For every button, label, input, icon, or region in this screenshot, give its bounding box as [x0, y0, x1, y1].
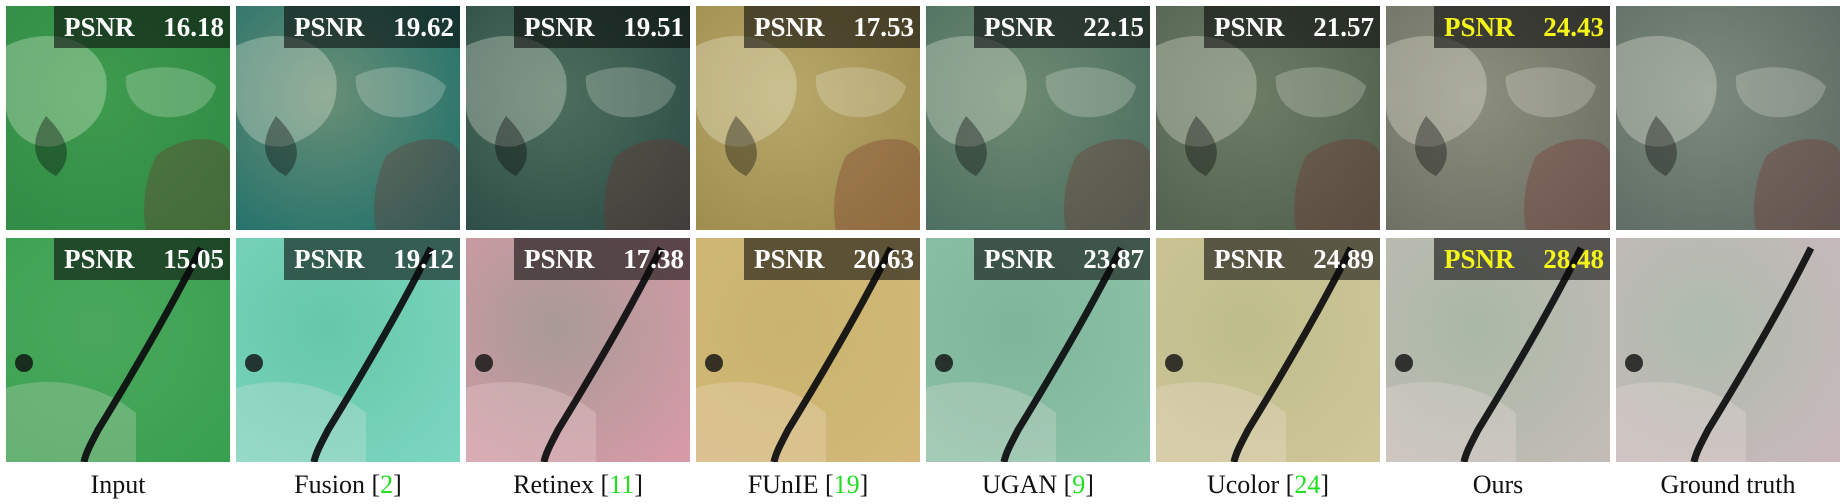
- psnr-badge: PSNR 23.87: [974, 238, 1150, 280]
- psnr-label: PSNR: [294, 243, 365, 274]
- psnr-badge: PSNR 16.18: [54, 6, 230, 48]
- method-caption: Fusion [2]: [294, 470, 402, 499]
- method-caption: Ground truth: [1616, 470, 1840, 500]
- psnr-badge: PSNR 28.48: [1434, 238, 1610, 280]
- underwater-photo: [1616, 6, 1840, 230]
- psnr-badge: PSNR 22.15: [974, 6, 1150, 48]
- psnr-label: PSNR: [984, 243, 1055, 274]
- method-caption: Retinex [11]: [513, 470, 643, 499]
- method-name: Ground truth: [1660, 470, 1796, 499]
- method-caption: Ucolor [24]: [1206, 470, 1330, 499]
- underwater-photo: [466, 6, 690, 230]
- image-tile: PSNR 22.15: [926, 6, 1150, 230]
- psnr-value: 19.12: [393, 243, 454, 274]
- psnr-label: PSNR: [1214, 11, 1285, 42]
- psnr-value: 19.62: [393, 11, 454, 42]
- image-tile: PSNR 19.51: [466, 6, 690, 230]
- image-tile: PSNR 24.89: [1156, 238, 1380, 462]
- psnr-label: PSNR: [524, 243, 595, 274]
- citation-link[interactable]: 19: [833, 470, 860, 499]
- psnr-value: 23.87: [1083, 243, 1144, 274]
- psnr-badge: PSNR 19.62: [284, 6, 460, 48]
- image-tile: PSNR 19.12: [236, 238, 460, 462]
- image-tile: PSNR 17.38: [466, 238, 690, 462]
- psnr-badge: PSNR 24.89: [1204, 238, 1380, 280]
- image-tile: PSNR 21.57: [1156, 6, 1380, 230]
- method-name: Retinex: [513, 470, 594, 499]
- psnr-badge: PSNR 15.05: [54, 238, 230, 280]
- psnr-value: 21.57: [1313, 11, 1374, 42]
- citation-link[interactable]: 11: [609, 470, 635, 499]
- psnr-badge: PSNR 21.57: [1204, 6, 1380, 48]
- image-tile: PSNR 16.18: [6, 6, 230, 230]
- psnr-value: 17.53: [853, 11, 914, 42]
- method-caption: Ours: [1386, 470, 1610, 500]
- psnr-label: PSNR: [754, 243, 825, 274]
- image-tile: PSNR 28.48: [1386, 238, 1610, 462]
- psnr-value: 24.89: [1313, 243, 1374, 274]
- method-name: FUnIE: [747, 470, 819, 499]
- psnr-value: 20.63: [853, 243, 914, 274]
- citation-link[interactable]: 2: [380, 470, 394, 499]
- image-tile: PSNR 20.63: [696, 238, 920, 462]
- citation-link[interactable]: 9: [1072, 470, 1086, 499]
- psnr-label: PSNR: [754, 11, 825, 42]
- underwater-photo: [6, 238, 230, 462]
- psnr-label: PSNR: [524, 11, 595, 42]
- comparison-grid: PSNR 16.18 PSNR 19.62 PSNR 19.51 PSNR 17.53 PSNR…: [6, 6, 1840, 462]
- image-tile: PSNR 24.43: [1386, 6, 1610, 230]
- psnr-label: PSNR: [64, 243, 135, 274]
- psnr-badge: PSNR 20.63: [744, 238, 920, 280]
- method-name: Ucolor: [1206, 470, 1280, 499]
- caption-row: Input Fusion [2] Retinex [11] FUnIE [19] UGA…: [6, 470, 1840, 500]
- psnr-value: 24.43: [1543, 11, 1604, 42]
- psnr-badge: PSNR 19.51: [514, 6, 690, 48]
- psnr-label: PSNR: [64, 11, 135, 42]
- psnr-badge: PSNR 24.43: [1434, 6, 1610, 48]
- method-caption: Input: [6, 470, 230, 500]
- method-name: Ours: [1472, 470, 1524, 499]
- psnr-value: 19.51: [623, 11, 684, 42]
- method-caption: FUnIE [19]: [747, 470, 869, 499]
- citation-link[interactable]: 24: [1294, 470, 1321, 499]
- image-tile: [1616, 238, 1840, 462]
- method-caption: UGAN [9]: [982, 470, 1094, 499]
- method-name: UGAN: [982, 470, 1058, 499]
- image-tile: PSNR 17.53: [696, 6, 920, 230]
- psnr-value: 28.48: [1543, 243, 1604, 274]
- underwater-photo: [1616, 238, 1840, 462]
- psnr-value: 22.15: [1083, 11, 1144, 42]
- underwater-photo: [236, 6, 460, 230]
- psnr-label: PSNR: [1444, 11, 1515, 42]
- psnr-badge: PSNR 17.38: [514, 238, 690, 280]
- psnr-label: PSNR: [1214, 243, 1285, 274]
- image-tile: PSNR 15.05: [6, 238, 230, 462]
- image-tile: [1616, 6, 1840, 230]
- psnr-value: 16.18: [163, 11, 224, 42]
- psnr-label: PSNR: [984, 11, 1055, 42]
- underwater-photo: [696, 238, 920, 462]
- image-tile: PSNR 19.62: [236, 6, 460, 230]
- psnr-label: PSNR: [1444, 243, 1515, 274]
- method-name: Input: [90, 470, 146, 499]
- psnr-badge: PSNR 17.53: [744, 6, 920, 48]
- psnr-badge: PSNR 19.12: [284, 238, 460, 280]
- psnr-value: 17.38: [623, 243, 684, 274]
- method-name: Fusion: [294, 470, 365, 499]
- psnr-label: PSNR: [294, 11, 365, 42]
- image-tile: PSNR 23.87: [926, 238, 1150, 462]
- psnr-value: 15.05: [163, 243, 224, 274]
